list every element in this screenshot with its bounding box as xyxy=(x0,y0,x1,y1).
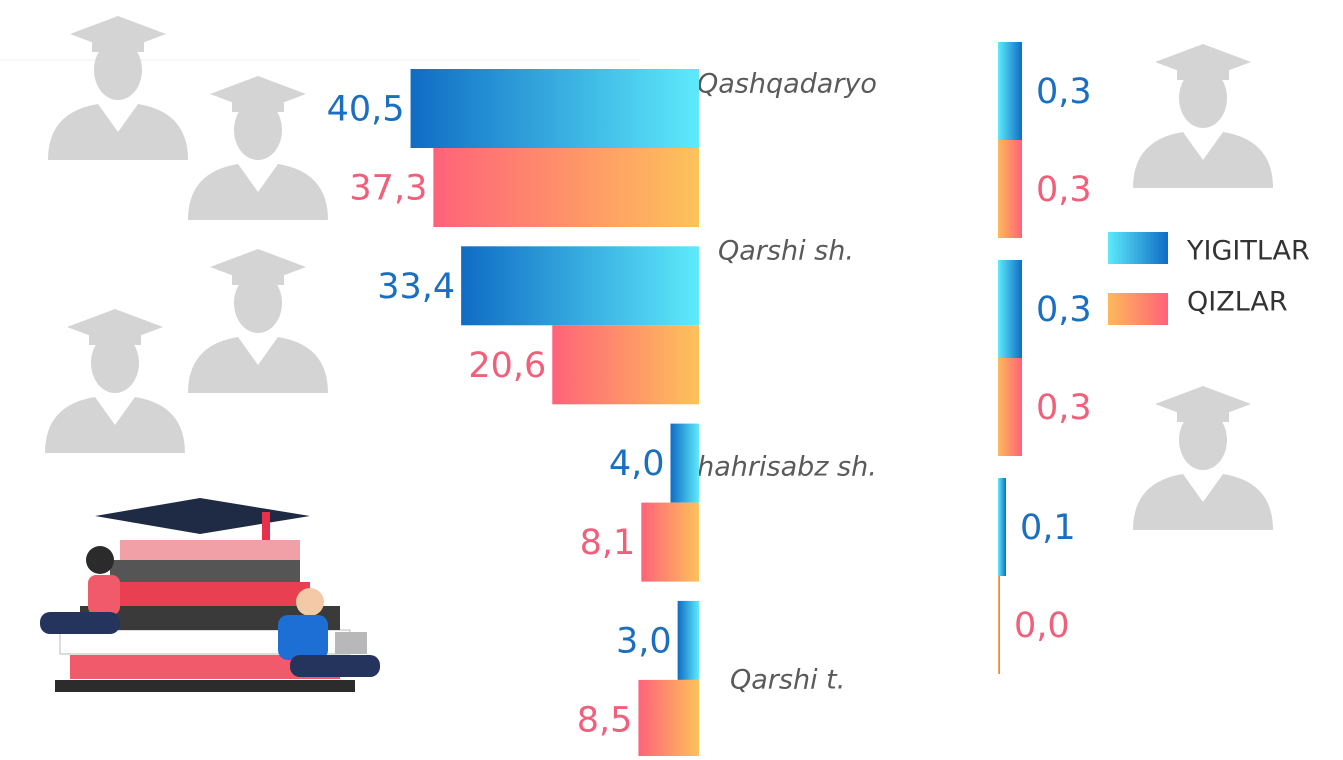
graduate-icon xyxy=(1133,44,1273,188)
graduate-icon xyxy=(48,16,188,160)
legend-label: YIGITLAR xyxy=(1186,236,1310,267)
bar xyxy=(678,601,699,680)
bar xyxy=(552,325,699,404)
books-illustration xyxy=(40,498,380,692)
value-label: 40,5 xyxy=(327,90,405,130)
value-label: 0,3 xyxy=(1036,388,1092,428)
bar xyxy=(998,42,1022,140)
legend-swatch xyxy=(1108,293,1168,325)
bar xyxy=(433,148,699,227)
graduate-icon xyxy=(188,249,328,393)
legend-swatch xyxy=(1108,232,1168,264)
value-label: 8,5 xyxy=(577,700,633,740)
legend-label: QIZLAR xyxy=(1187,287,1288,318)
bar xyxy=(998,576,1000,674)
value-label: 0,3 xyxy=(1036,170,1092,210)
bar xyxy=(998,358,1022,456)
value-label: 3,0 xyxy=(616,621,672,661)
category-label: Qarshi sh. xyxy=(718,236,854,267)
category-label: Qarshi t. xyxy=(730,665,845,696)
value-label: 4,0 xyxy=(609,444,665,484)
bar xyxy=(998,260,1022,358)
category-label: Shahrisabz sh. xyxy=(680,452,877,483)
value-label: 37,3 xyxy=(349,169,427,209)
value-label: 33,4 xyxy=(377,267,455,307)
value-label: 0,3 xyxy=(1036,72,1092,112)
chart: YIGITLAR QIZLAR Qashqadaryo 40,5 37,3 Qarshi… xyxy=(0,0,1343,756)
category-label: Qashqadaryo xyxy=(697,69,877,100)
value-label: 0,0 xyxy=(1014,606,1070,646)
bar xyxy=(998,478,1006,576)
bar xyxy=(998,140,1022,238)
graduate-icon xyxy=(188,76,328,220)
page: {"chart_data": [ {"type": "hbar", "categ… xyxy=(0,0,1343,756)
value-label: 8,1 xyxy=(580,523,636,563)
value-label: 0,1 xyxy=(1020,508,1076,548)
value-label: 20,6 xyxy=(468,346,546,386)
bar xyxy=(671,424,699,503)
graduate-icon xyxy=(45,309,185,453)
graduate-icon xyxy=(1133,386,1273,530)
legend: YIGITLAR QIZLAR xyxy=(1108,232,1310,325)
bar xyxy=(641,503,699,582)
bar xyxy=(638,680,699,756)
bar xyxy=(461,246,699,325)
value-label: 0,3 xyxy=(1036,290,1092,330)
bar xyxy=(411,69,699,148)
